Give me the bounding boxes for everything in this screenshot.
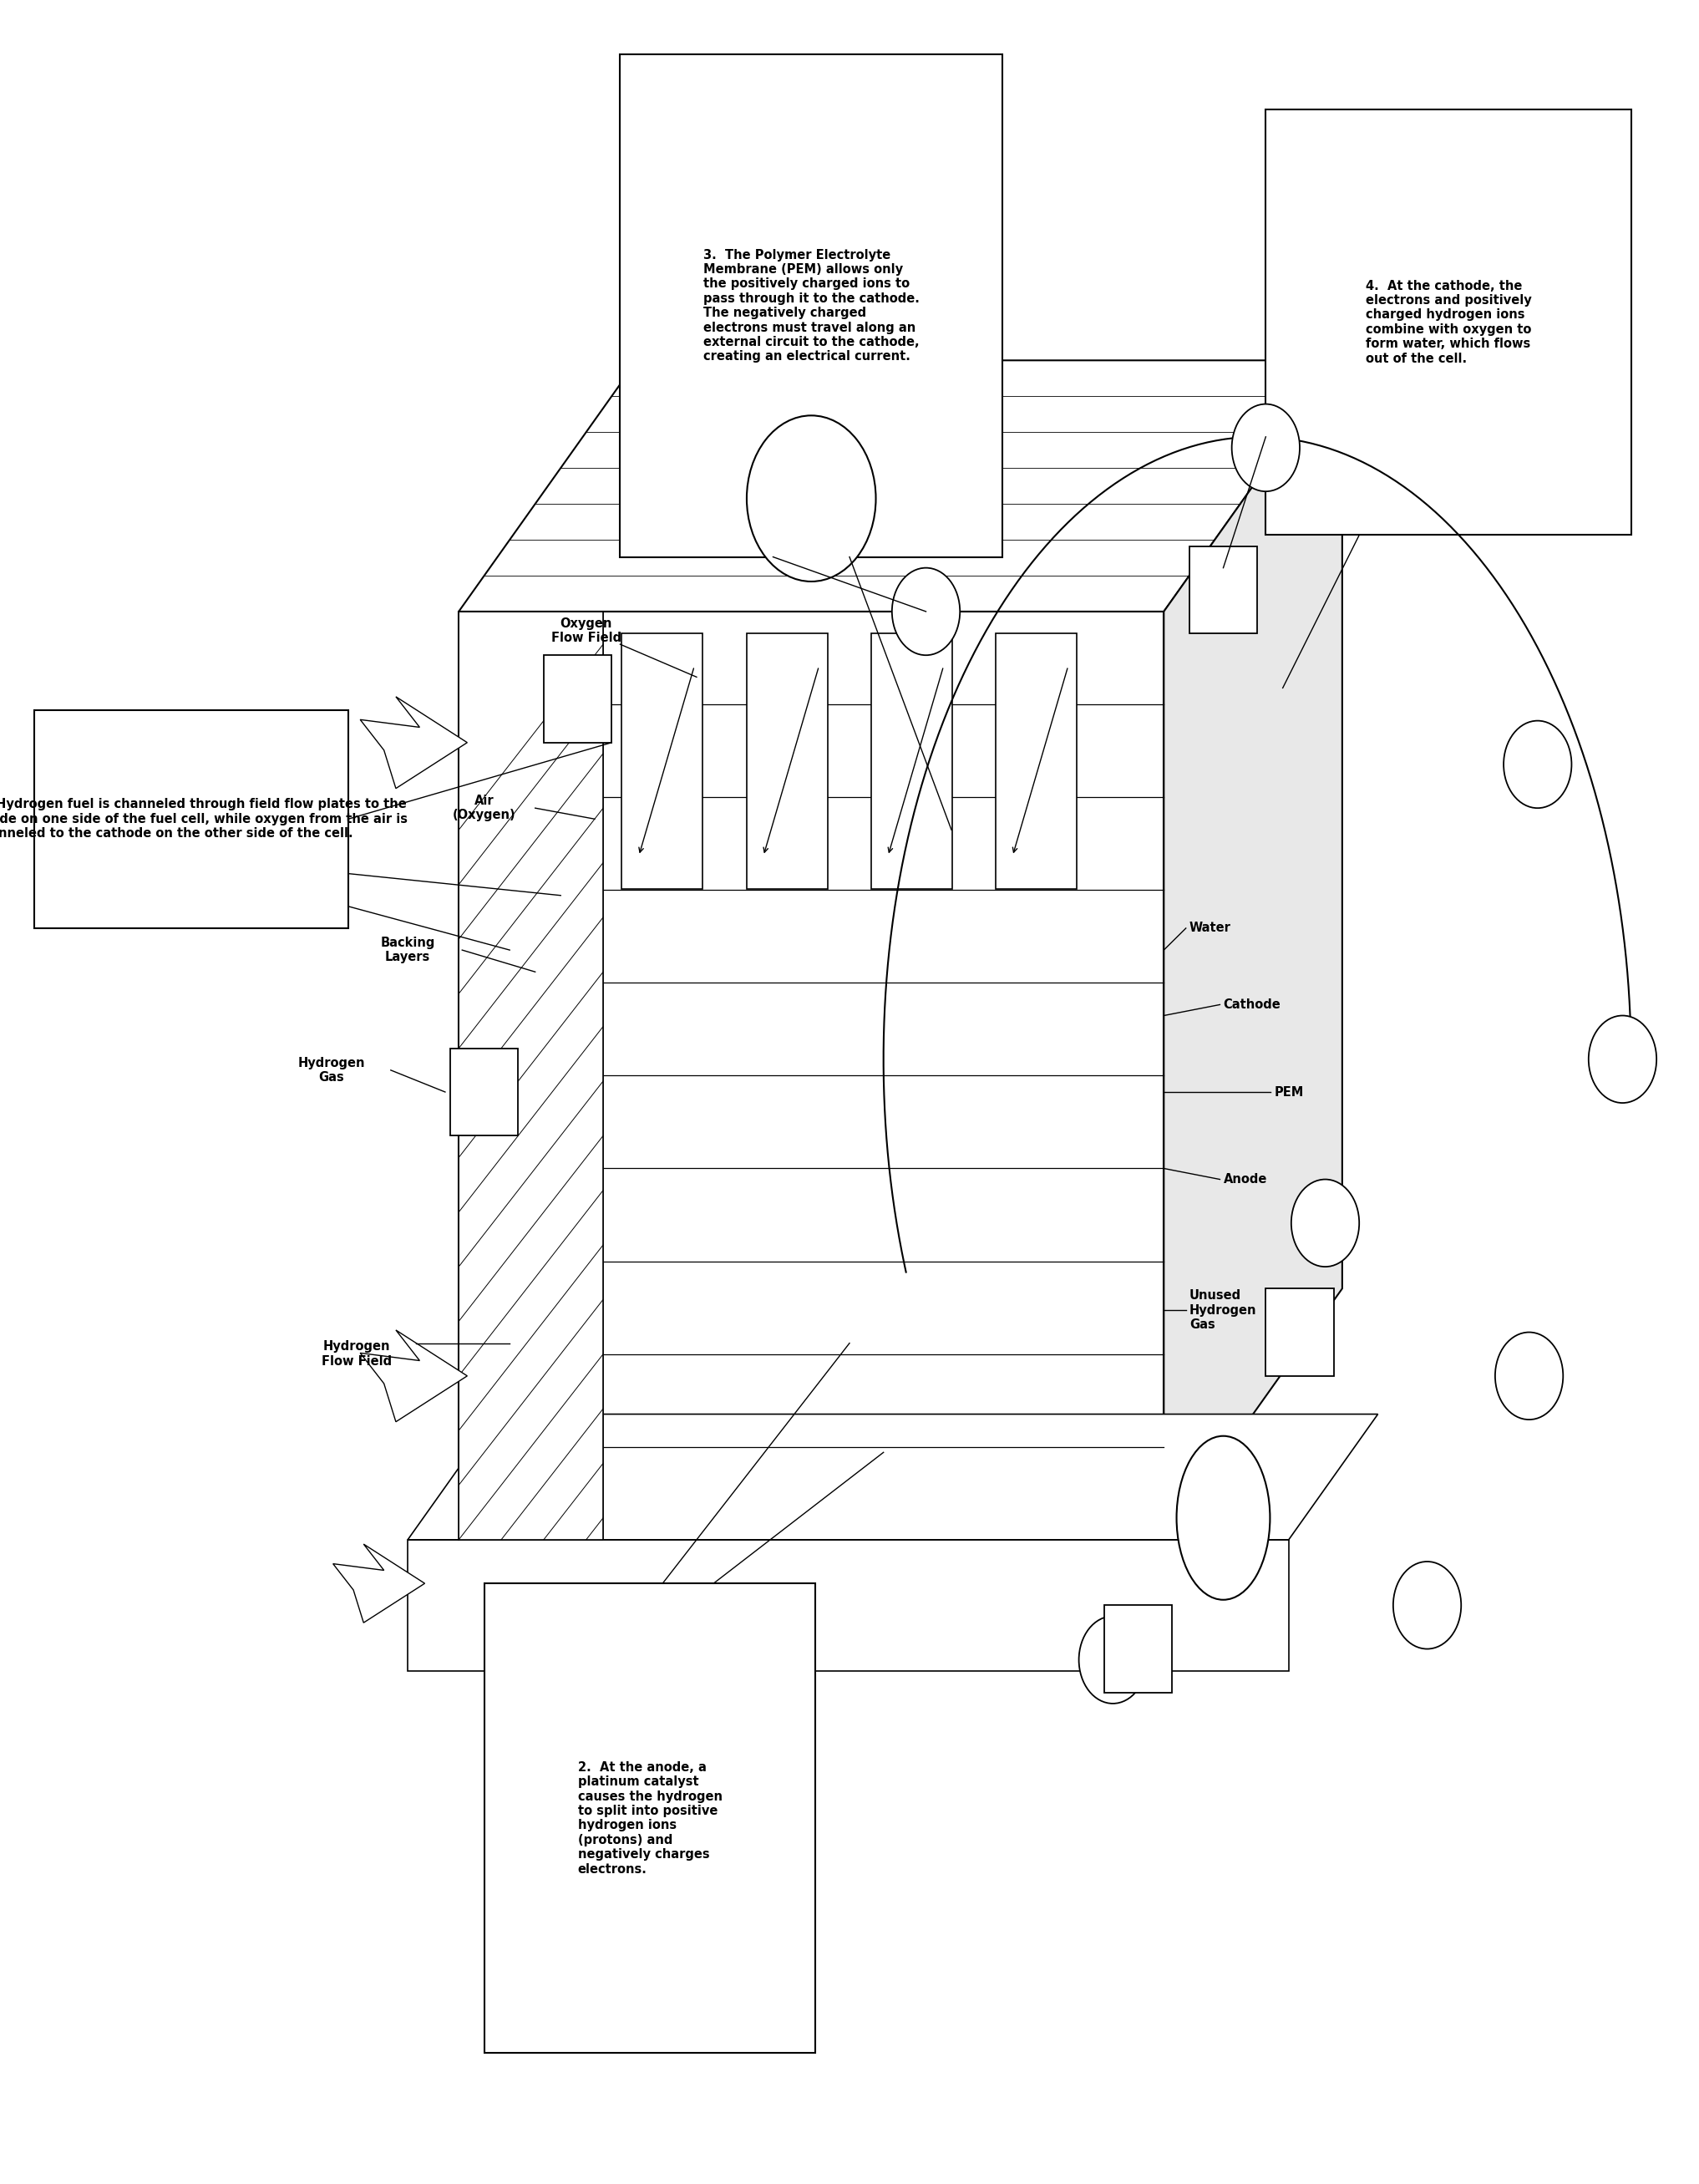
Circle shape	[1079, 1616, 1147, 1704]
Bar	[1266, 1289, 1334, 1376]
Text: 1.  Hydrogen fuel is channeled through field flow plates to the
anode on one sid: 1. Hydrogen fuel is channeled through fi…	[0, 797, 408, 841]
Text: Hydrogen
Gas: Hydrogen Gas	[297, 1057, 365, 1083]
Circle shape	[1495, 1332, 1563, 1420]
Text: PEM: PEM	[1274, 1085, 1303, 1099]
Circle shape	[1504, 721, 1572, 808]
Text: 2.  At the anode, a
platinum catalyst
causes the hydrogen
to split into positive: 2. At the anode, a platinum catalyst cau…	[578, 1760, 722, 1876]
Text: Air
(Oxygen): Air (Oxygen)	[452, 795, 516, 821]
Bar	[34, 710, 348, 928]
Text: Oxygen
Flow Field: Oxygen Flow Field	[550, 618, 622, 644]
Circle shape	[1393, 1562, 1461, 1649]
Text: Water: Water	[1189, 922, 1232, 935]
Bar	[620, 55, 1002, 557]
Text: 3.  The Polymer Electrolyte
Membrane (PEM) allows only
the positively charged io: 3. The Polymer Electrolyte Membrane (PEM…	[703, 249, 919, 363]
Polygon shape	[459, 612, 1164, 1540]
Bar	[450, 1048, 518, 1136]
Text: Unused
Hydrogen
Gas: Unused Hydrogen Gas	[1189, 1289, 1257, 1332]
Polygon shape	[746, 633, 827, 889]
Circle shape	[1589, 1016, 1657, 1103]
Polygon shape	[996, 633, 1077, 889]
Ellipse shape	[1177, 1437, 1271, 1599]
Text: Hydrogen
Flow Field: Hydrogen Flow Field	[321, 1341, 392, 1367]
Bar	[484, 1583, 816, 2053]
Circle shape	[1232, 404, 1300, 491]
Text: 4.  At the cathode, the
electrons and positively
charged hydrogen ions
combine w: 4. At the cathode, the electrons and pos…	[1366, 280, 1531, 365]
Polygon shape	[408, 1415, 1378, 1540]
Text: Anode: Anode	[1223, 1173, 1267, 1186]
Polygon shape	[360, 697, 467, 788]
Text: Backing
Layers: Backing Layers	[381, 937, 435, 963]
Text: Cathode: Cathode	[1223, 998, 1281, 1011]
Polygon shape	[1164, 360, 1342, 1540]
Polygon shape	[459, 360, 1342, 612]
Polygon shape	[872, 633, 951, 889]
Circle shape	[1291, 1179, 1359, 1267]
Bar	[1266, 109, 1631, 535]
Polygon shape	[459, 612, 603, 1540]
Polygon shape	[622, 633, 703, 889]
Polygon shape	[408, 1540, 1290, 1671]
Circle shape	[748, 415, 877, 581]
Polygon shape	[333, 1544, 425, 1623]
Polygon shape	[360, 1330, 467, 1422]
Bar	[544, 655, 612, 743]
Bar	[1104, 1605, 1172, 1693]
Circle shape	[892, 568, 960, 655]
Bar	[1189, 546, 1257, 633]
